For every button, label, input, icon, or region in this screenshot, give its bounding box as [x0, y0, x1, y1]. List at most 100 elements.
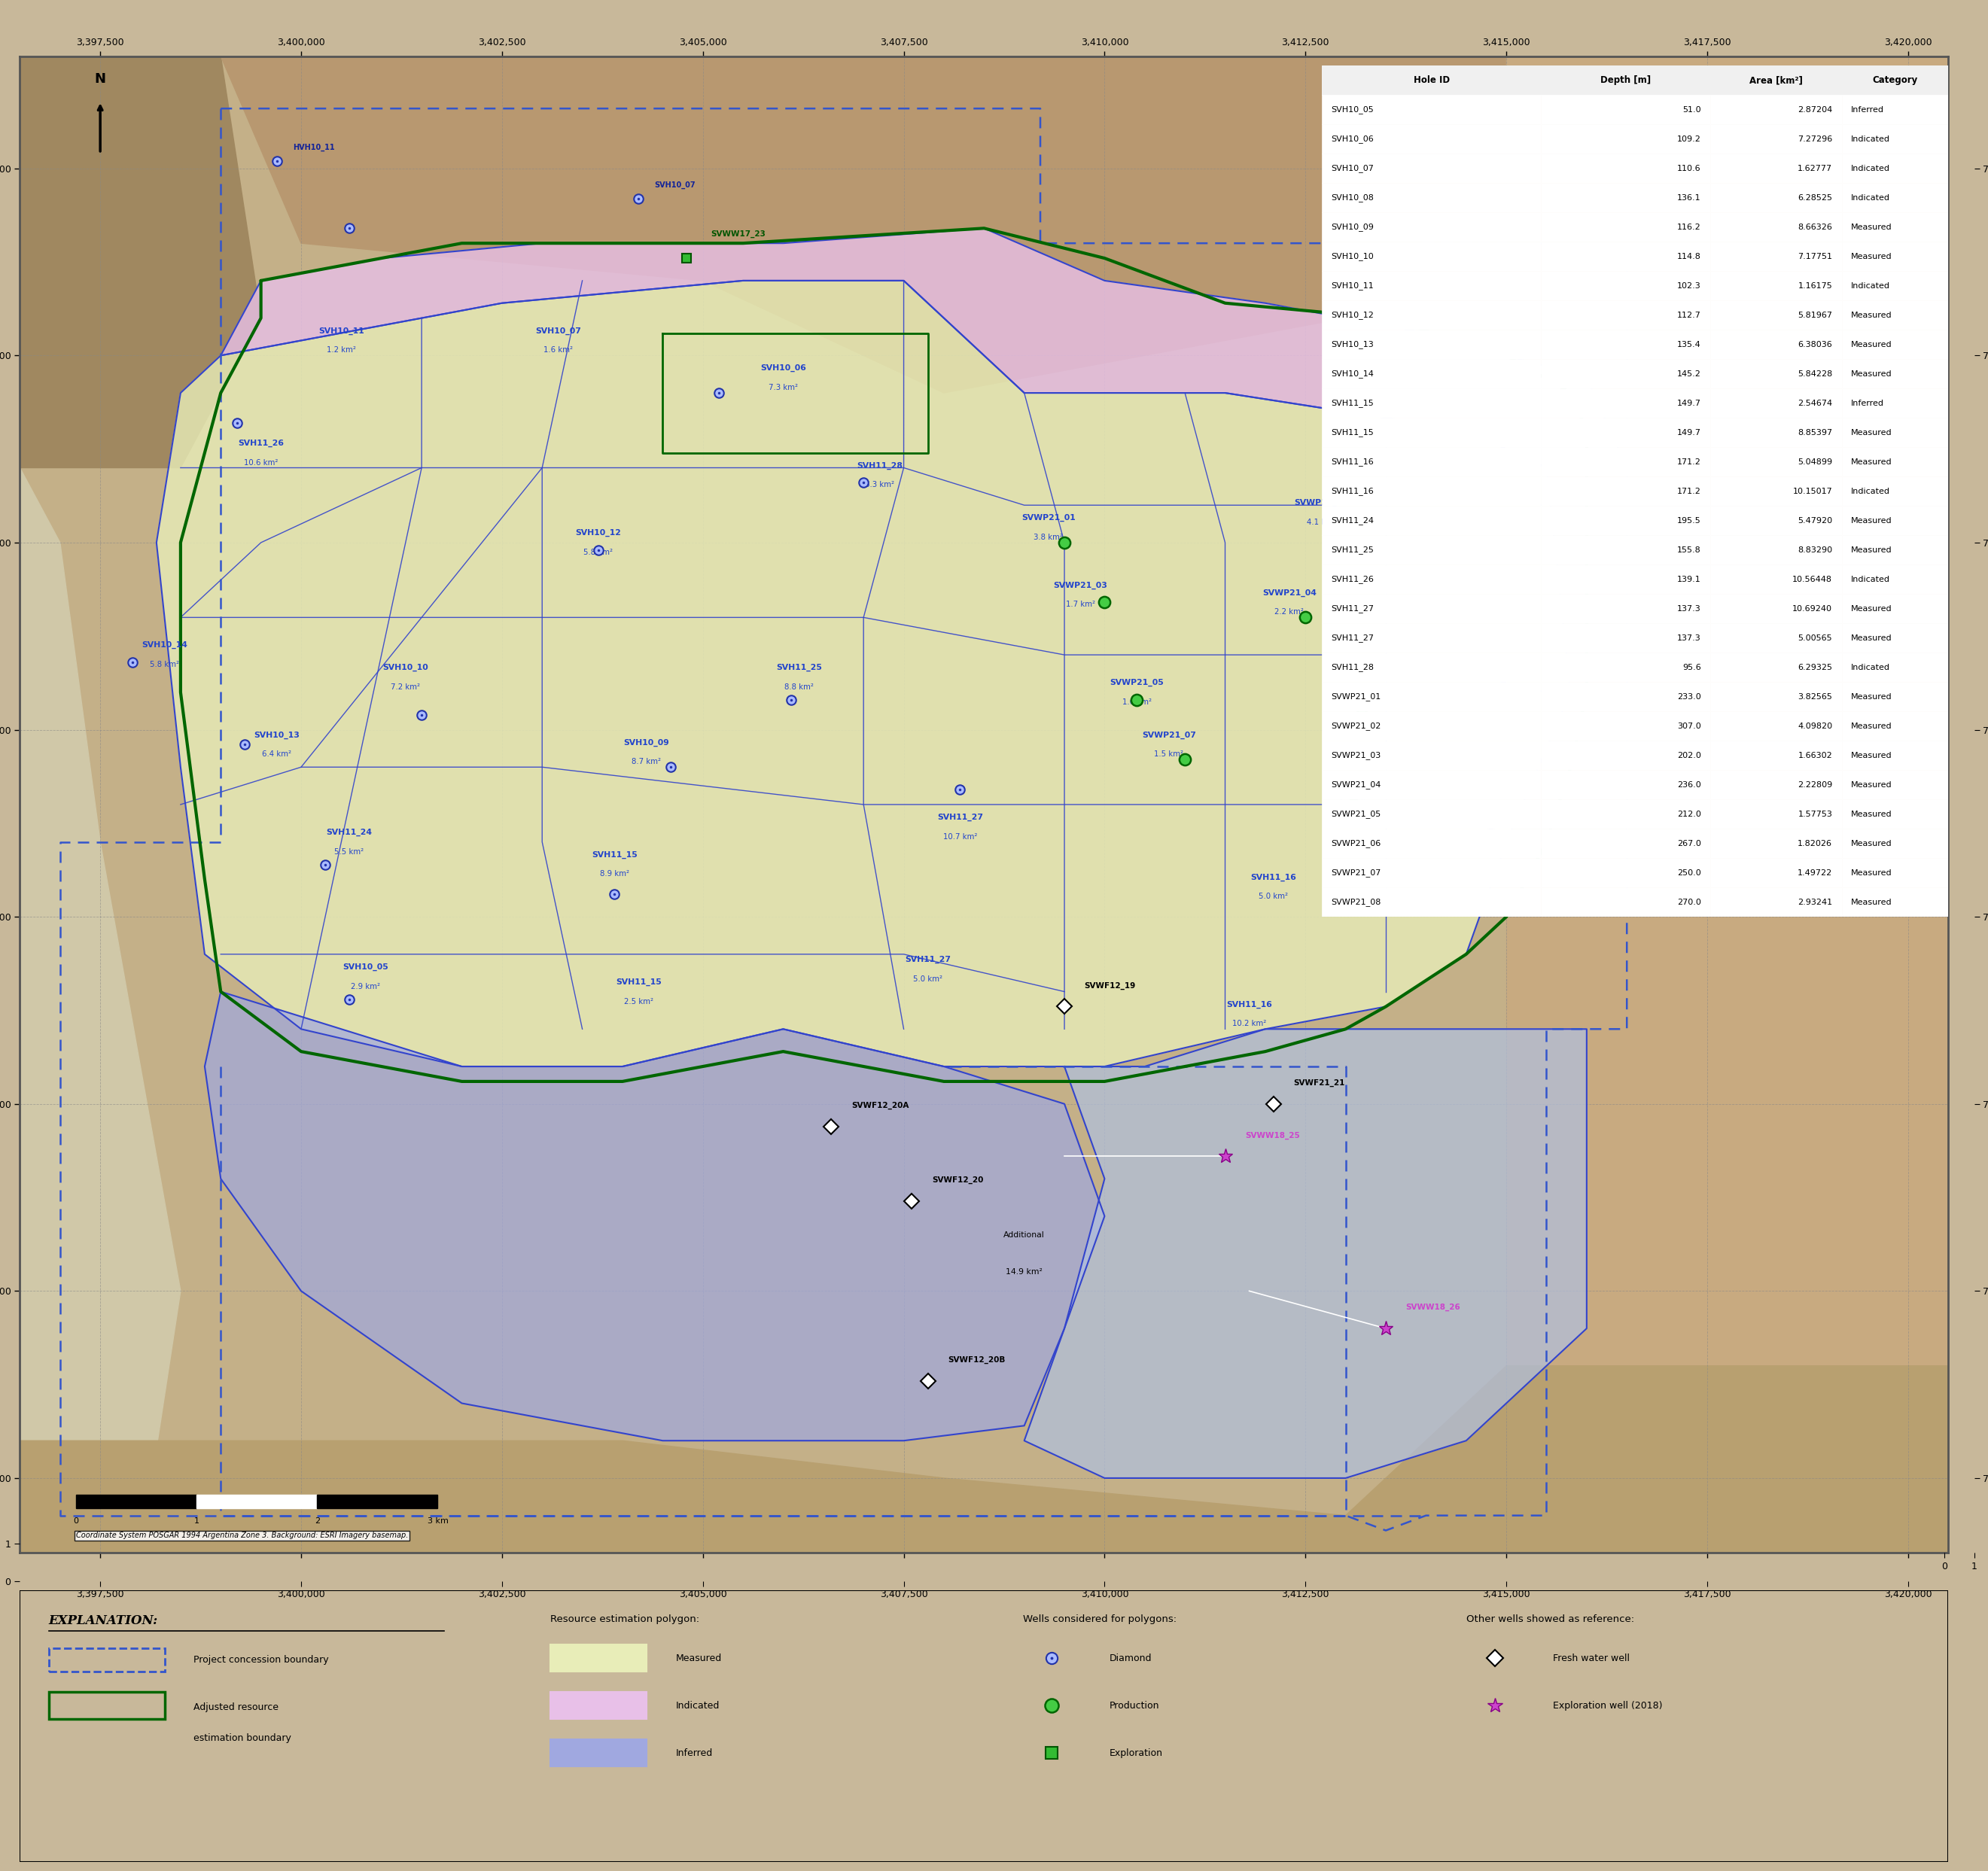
Bar — [1541, 623, 1710, 653]
Bar — [1322, 711, 1541, 741]
Text: Hole ID: Hole ID — [1413, 75, 1449, 84]
Bar — [1710, 359, 1841, 389]
Text: 212.0: 212.0 — [1678, 810, 1702, 818]
Text: 307.0: 307.0 — [1678, 722, 1702, 730]
Text: SVH10_10: SVH10_10 — [1332, 253, 1374, 260]
Text: Category: Category — [1873, 75, 1918, 84]
Text: 5.8 km²: 5.8 km² — [584, 548, 612, 556]
Bar — [1541, 711, 1710, 741]
Bar — [1710, 653, 1841, 681]
Bar — [1710, 859, 1841, 887]
Bar — [1841, 771, 1948, 799]
Text: 2.93241: 2.93241 — [1797, 898, 1833, 906]
Text: 10.7 km²: 10.7 km² — [942, 833, 976, 840]
Text: estimation boundary: estimation boundary — [193, 1733, 290, 1744]
Text: Measured: Measured — [1851, 223, 1893, 230]
Bar — [1541, 477, 1710, 505]
Text: 236.0: 236.0 — [1678, 780, 1702, 788]
Bar — [1322, 565, 1541, 593]
Text: SVH11_15: SVH11_15 — [592, 851, 638, 859]
Bar — [1841, 477, 1948, 505]
Text: 137.3: 137.3 — [1678, 604, 1702, 612]
Text: 1.6 km²: 1.6 km² — [1121, 698, 1151, 705]
Bar — [1322, 799, 1541, 829]
Text: SVH10_06: SVH10_06 — [759, 365, 805, 372]
Text: 5.0 km²: 5.0 km² — [1258, 892, 1288, 900]
Text: Measured: Measured — [1851, 810, 1893, 818]
Bar — [1710, 123, 1841, 153]
Bar — [50, 1648, 165, 1673]
Text: 2.54674: 2.54674 — [1797, 399, 1833, 406]
Text: 6.3 km²: 6.3 km² — [1348, 369, 1376, 376]
Text: SVWP21_02: SVWP21_02 — [1332, 722, 1382, 730]
Text: 1.57753: 1.57753 — [1797, 810, 1833, 818]
Bar — [1322, 623, 1541, 653]
Text: 6.38036: 6.38036 — [1797, 341, 1833, 348]
Bar — [1710, 389, 1841, 417]
Text: 1.16175: 1.16175 — [1797, 283, 1833, 290]
Bar — [1322, 95, 1541, 123]
Text: SVWP21_05: SVWP21_05 — [1332, 810, 1382, 818]
Bar — [1841, 859, 1948, 887]
Text: N: N — [95, 73, 105, 86]
Bar — [1841, 565, 1948, 593]
Text: 10.69240: 10.69240 — [1793, 604, 1833, 612]
Bar — [1710, 799, 1841, 829]
Text: SVH10_12: SVH10_12 — [1332, 311, 1374, 320]
Bar — [1322, 681, 1541, 711]
Bar — [1322, 153, 1541, 183]
Text: Exploration: Exploration — [1109, 1748, 1163, 1759]
Text: 3.8 km²: 3.8 km² — [1034, 533, 1064, 541]
Bar — [1322, 859, 1541, 887]
Bar — [1841, 211, 1948, 241]
Bar — [1322, 123, 1541, 153]
Bar — [1541, 65, 1710, 95]
Bar — [1541, 505, 1710, 535]
Bar — [1541, 771, 1710, 799]
Text: 202.0: 202.0 — [1678, 752, 1702, 760]
Text: 6.4 km²: 6.4 km² — [262, 750, 292, 758]
Bar — [1541, 593, 1710, 623]
Text: SVH11_15: SVH11_15 — [1332, 428, 1374, 436]
Text: Measured: Measured — [1851, 722, 1893, 730]
Bar — [1710, 681, 1841, 711]
Text: 114.8: 114.8 — [1678, 253, 1702, 260]
Bar — [1841, 741, 1948, 771]
Text: SVWF21_21: SVWF21_21 — [1294, 1080, 1344, 1087]
Text: 8.9 km²: 8.9 km² — [600, 870, 628, 877]
Text: 135.4: 135.4 — [1678, 341, 1702, 348]
Bar — [1541, 799, 1710, 829]
Bar — [551, 1691, 646, 1719]
Text: SVWW17_23: SVWW17_23 — [712, 230, 765, 238]
Text: 7.17751: 7.17751 — [1797, 253, 1833, 260]
Text: 2.87204: 2.87204 — [1797, 107, 1833, 114]
Bar — [1541, 389, 1710, 417]
Text: Inferred: Inferred — [676, 1748, 712, 1759]
Bar — [1710, 153, 1841, 183]
Bar — [1710, 887, 1841, 917]
Text: SVH10_11: SVH10_11 — [1332, 281, 1374, 290]
Bar — [1710, 211, 1841, 241]
Bar — [1541, 859, 1710, 887]
Bar — [1710, 771, 1841, 799]
Bar — [76, 1495, 197, 1508]
Bar — [1841, 681, 1948, 711]
Bar — [1841, 711, 1948, 741]
Bar — [1841, 505, 1948, 535]
Text: SVH10_08: SVH10_08 — [1338, 350, 1384, 357]
Bar — [1710, 711, 1841, 741]
Bar — [1322, 741, 1541, 771]
Bar — [1322, 593, 1541, 623]
Bar — [1322, 829, 1541, 859]
Polygon shape — [20, 56, 260, 468]
Bar — [1541, 447, 1710, 477]
Text: Measured: Measured — [1851, 692, 1893, 700]
Text: SVWW18_25: SVWW18_25 — [1244, 1132, 1300, 1139]
Text: 5.04899: 5.04899 — [1797, 458, 1833, 466]
Bar — [1541, 329, 1710, 359]
Text: 7.27296: 7.27296 — [1797, 135, 1833, 142]
Text: 171.2: 171.2 — [1678, 458, 1702, 466]
Text: 10.6 km²: 10.6 km² — [245, 458, 278, 466]
Text: 14.9 km²: 14.9 km² — [1006, 1269, 1042, 1276]
Text: SVH10_11: SVH10_11 — [318, 327, 364, 335]
